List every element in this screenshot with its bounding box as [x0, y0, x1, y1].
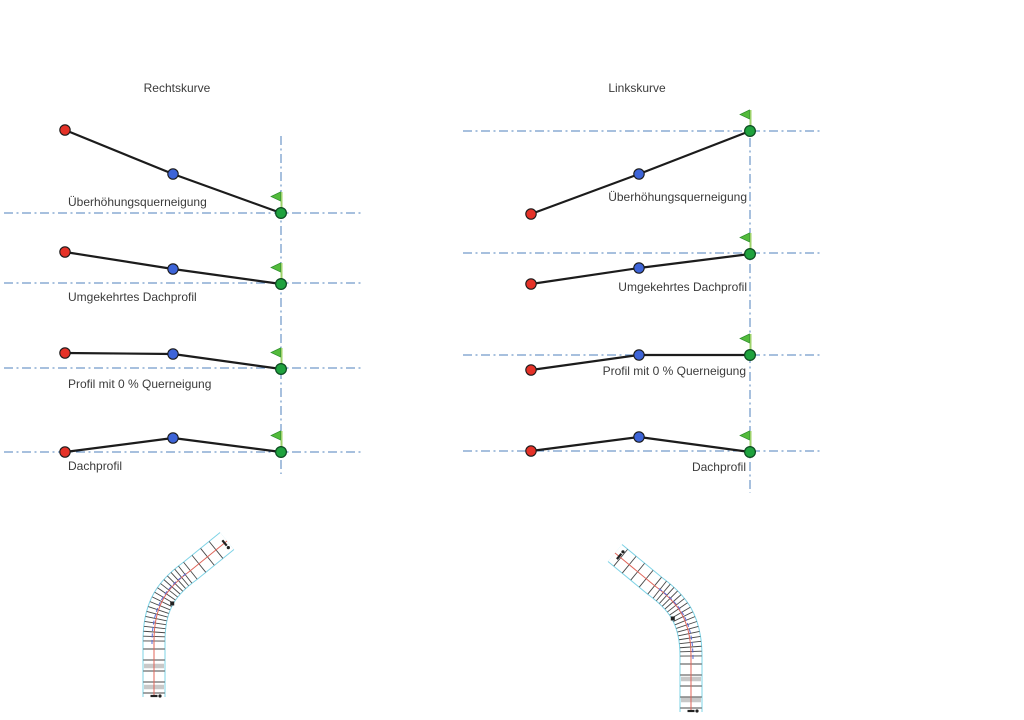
profile-right-3: Dachprofil [463, 430, 821, 474]
road-station-markers [616, 550, 699, 713]
outer-edge-point [525, 364, 537, 376]
flag-icon [739, 333, 752, 351]
flag-icon [739, 430, 752, 448]
plan-view-left [142, 532, 235, 698]
pivot-edge-point [743, 349, 756, 362]
pivot-edge-point [275, 363, 288, 376]
profile-label: Dachprofil [692, 460, 746, 474]
outer-edge-point [59, 246, 71, 258]
pivot-edge-point [743, 248, 756, 261]
outer-edge-point [59, 124, 71, 136]
outer-edge-point [59, 446, 71, 458]
panel-title: Rechtskurve [144, 81, 211, 95]
profile-right-1: Umgekehrtes Dachprofil [463, 232, 821, 294]
profile-label: Umgekehrtes Dachprofil [618, 280, 747, 294]
profile-right-0: Überhöhungsquerneigung [463, 109, 821, 220]
profile-left-3: Dachprofil [4, 430, 363, 473]
flag-icon [739, 109, 752, 127]
profile-panels: Überhöhungsquerneigung Umgekehrtes Dachpr… [4, 81, 821, 493]
panel-left: Überhöhungsquerneigung Umgekehrtes Dachpr… [4, 81, 363, 474]
center-point [633, 349, 645, 361]
center-point [167, 263, 179, 275]
profile-right-2: Profil mit 0 % Querneigung [463, 333, 821, 378]
flag-icon [739, 232, 752, 250]
outer-edge-point [59, 347, 71, 359]
flag-icon [270, 430, 283, 448]
outer-edge-point [525, 278, 537, 290]
center-point [633, 168, 645, 180]
profile-label: Überhöhungsquerneigung [68, 195, 207, 209]
profile-left-2: Profil mit 0 % Querneigung [4, 347, 363, 391]
profile-label: Dachprofil [68, 459, 122, 473]
road-centerline [153, 540, 228, 697]
road-centerline [614, 552, 692, 712]
profile-label: Umgekehrtes Dachprofil [68, 290, 197, 304]
pivot-edge-point [743, 446, 756, 459]
profile-label: Überhöhungsquerneigung [608, 190, 747, 204]
profile-label: Profil mit 0 % Querneigung [603, 364, 746, 378]
road-curve-overlay [657, 587, 694, 660]
plan-view-right [607, 544, 703, 713]
road-station-markers [150, 539, 230, 698]
outer-edge-point [525, 445, 537, 457]
pivot-edge-point [275, 207, 288, 220]
pivot-edge-point [275, 446, 288, 459]
center-point [167, 168, 179, 180]
panel-right: Überhöhungsquerneigung Umgekehrtes Dachpr… [463, 81, 821, 493]
outer-edge-point [525, 208, 537, 220]
center-point [167, 348, 179, 360]
flag-icon [270, 191, 283, 209]
profile-left-0: Überhöhungsquerneigung [4, 124, 363, 220]
profile-label: Profil mit 0 % Querneigung [68, 377, 211, 391]
flag-icon [270, 262, 283, 280]
profile-left-1: Umgekehrtes Dachprofil [4, 246, 363, 304]
center-point [167, 432, 179, 444]
road-curve-overlay [151, 572, 188, 645]
pivot-edge-point [743, 124, 756, 137]
center-point [633, 262, 645, 274]
center-point [633, 431, 645, 443]
pivot-edge-point [275, 278, 288, 291]
flag-icon [270, 347, 283, 365]
panel-title: Linkskurve [608, 81, 666, 95]
